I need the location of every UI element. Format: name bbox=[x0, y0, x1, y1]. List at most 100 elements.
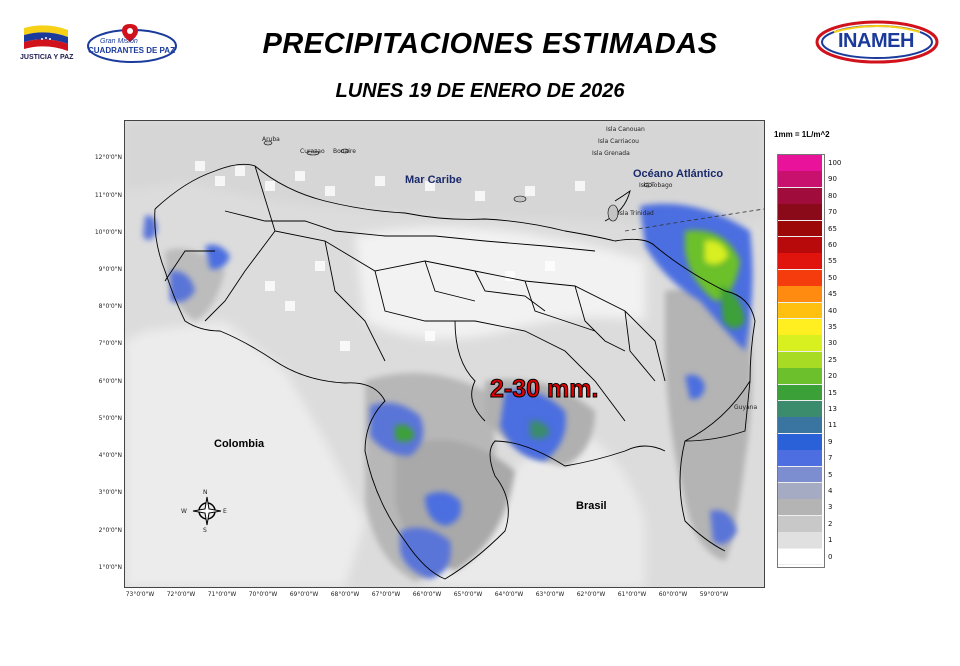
lat-label: 9°0'0"N bbox=[98, 266, 122, 273]
legend-level-label: 30 bbox=[828, 339, 837, 348]
lat-label: 1°0'0"N bbox=[98, 564, 122, 571]
isla-canouan-label: Isla Canouan bbox=[606, 126, 645, 133]
lon-label: 63°0'0"W bbox=[535, 591, 565, 598]
legend-swatch bbox=[778, 237, 822, 254]
legend-level-label: 55 bbox=[828, 257, 837, 266]
legend-level-label: 100 bbox=[828, 159, 842, 167]
legend-swatch bbox=[778, 548, 822, 566]
maritime-boundary bbox=[624, 208, 764, 232]
compass-e-label: E bbox=[223, 508, 227, 515]
legend-swatch bbox=[778, 286, 822, 303]
oceano-atlantico-label: Océano Atlántico bbox=[633, 168, 724, 180]
lon-label: 65°0'0"W bbox=[453, 591, 483, 598]
legend-swatch bbox=[778, 532, 822, 549]
legend-swatch bbox=[778, 499, 822, 517]
compass-icon bbox=[192, 496, 222, 526]
inameh-emblem-icon bbox=[815, 20, 939, 64]
page-subtitle: LUNES 19 DE ENERO DE 2026 bbox=[335, 80, 625, 102]
legend-title: 1mm = 1L/m^2 bbox=[774, 130, 830, 139]
lon-label: 62°0'0"W bbox=[576, 591, 606, 598]
legend-swatch bbox=[778, 302, 822, 320]
isla-trinidad-label: Isla Trinidad bbox=[618, 210, 654, 217]
lon-label: 73°0'0"W bbox=[125, 591, 155, 598]
venezuela-map bbox=[125, 121, 764, 587]
legend-level-label: 45 bbox=[828, 290, 837, 299]
legend-level-label: 2 bbox=[828, 519, 833, 528]
lon-label: 70°0'0"W bbox=[248, 591, 278, 598]
legend-level-label: 7 bbox=[828, 454, 833, 463]
venezuela-flag-icon bbox=[24, 25, 68, 51]
legend-swatch bbox=[778, 171, 822, 189]
justicia-y-paz-label: JUSTICIA Y PAZ bbox=[20, 54, 74, 61]
cuadrantes-label: CUADRANTES DE PAZ bbox=[88, 46, 175, 55]
compass-s-label: S bbox=[203, 527, 207, 534]
bonaire-label: Bonaire bbox=[333, 148, 356, 155]
legend-swatch bbox=[778, 269, 822, 287]
inameh-logo: INAMEH bbox=[812, 18, 942, 70]
legend-level-label: 40 bbox=[828, 306, 837, 315]
lat-label: 6°0'0"N bbox=[98, 378, 122, 385]
legend-swatch bbox=[778, 351, 822, 369]
lon-label: 61°0'0"W bbox=[617, 591, 647, 598]
lat-label: 7°0'0"N bbox=[98, 340, 122, 347]
legend-swatch bbox=[778, 483, 822, 500]
brasil-label: Brasil bbox=[576, 500, 607, 512]
map-pin-icon bbox=[87, 24, 177, 63]
lon-label: 68°0'0"W bbox=[330, 591, 360, 598]
colombia-label: Colombia bbox=[214, 438, 265, 450]
legend-level-label: 4 bbox=[828, 487, 833, 495]
inameh-label: INAMEH bbox=[838, 30, 914, 52]
cuadrantes-de-paz-logo: Gran Misión CUADRANTES DE PAZ bbox=[82, 22, 182, 68]
legend-swatch bbox=[778, 187, 822, 205]
lat-label: 8°0'0"N bbox=[98, 303, 122, 310]
compass-n-label: N bbox=[203, 489, 208, 496]
lon-label: 60°0'0"W bbox=[658, 591, 688, 598]
precip-light-areas bbox=[125, 121, 764, 587]
legend-border bbox=[777, 154, 825, 568]
caribbean-islands bbox=[263, 140, 653, 222]
legend-level-label: 90 bbox=[828, 175, 837, 184]
legend-level-label: 20 bbox=[828, 372, 837, 381]
lon-label: 71°0'0"W bbox=[207, 591, 237, 598]
legend-swatch bbox=[778, 335, 822, 353]
legend-swatch bbox=[778, 384, 822, 402]
lat-label: 4°0'0"N bbox=[98, 452, 122, 459]
legend-level-label: 35 bbox=[828, 323, 837, 331]
legend-level-label: 25 bbox=[828, 355, 837, 364]
legend-level-label: 13 bbox=[828, 405, 837, 413]
legend-swatch bbox=[778, 204, 822, 221]
lat-label: 10°0'0"N bbox=[94, 229, 122, 236]
map-panel bbox=[124, 120, 765, 588]
compass-w-label: W bbox=[181, 508, 187, 515]
lat-label: 3°0'0"N bbox=[98, 489, 122, 496]
legend-swatch bbox=[778, 155, 822, 172]
legend-level-label: 65 bbox=[828, 224, 837, 233]
legend-swatch bbox=[778, 319, 822, 336]
justicia-y-paz-logo: JUSTICIA Y PAZ bbox=[18, 20, 78, 70]
sea-grid-pattern bbox=[195, 161, 585, 351]
legend-swatch bbox=[778, 401, 822, 418]
legend-level-label: 1 bbox=[828, 536, 833, 545]
legend-swatch bbox=[778, 450, 822, 467]
legend-swatch bbox=[778, 368, 822, 385]
lat-label: 12°0'0"N bbox=[94, 154, 122, 161]
lon-label: 72°0'0"W bbox=[166, 591, 196, 598]
aruba-label: Aruba bbox=[262, 136, 280, 143]
legend-level-label: 3 bbox=[828, 503, 833, 512]
lon-label: 59°0'0"W bbox=[699, 591, 729, 598]
legend-level-label: 60 bbox=[828, 241, 837, 249]
legend-swatch bbox=[778, 417, 822, 435]
lat-label: 2°0'0"N bbox=[98, 527, 122, 534]
lat-label: 11°0'0"N bbox=[94, 192, 122, 199]
lat-label: 5°0'0"N bbox=[98, 415, 122, 422]
legend-level-label: 70 bbox=[828, 208, 837, 217]
lon-label: 67°0'0"W bbox=[371, 591, 401, 598]
legend-level-label: 80 bbox=[828, 191, 837, 200]
curazao-label: Curazao bbox=[300, 148, 325, 155]
legend-level-label: 9 bbox=[828, 437, 833, 446]
page-title: PRECIPITACIONES ESTIMADAS bbox=[262, 28, 718, 60]
isla-grenada-label: Isla Grenada bbox=[592, 150, 630, 157]
legend-level-label: 15 bbox=[828, 388, 837, 397]
legend-swatch bbox=[778, 220, 822, 238]
